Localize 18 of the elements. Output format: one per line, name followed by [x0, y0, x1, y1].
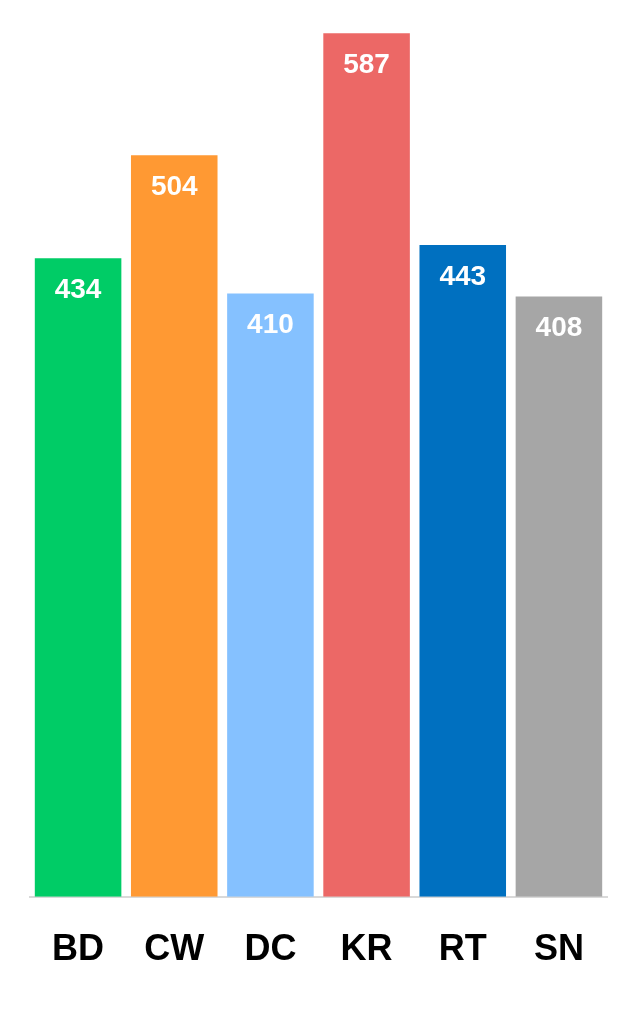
data-label: 443: [439, 259, 487, 291]
x-tick-label: RT: [438, 927, 487, 969]
x-tick-label: SN: [533, 927, 584, 969]
data-label: 434: [54, 272, 102, 304]
bar: [323, 33, 410, 897]
x-tick-label: BD: [52, 927, 105, 969]
data-label: 408: [535, 311, 583, 343]
bar: [130, 155, 218, 897]
bar: [34, 258, 122, 897]
bar: [515, 296, 603, 897]
data-label: 410: [247, 308, 294, 340]
x-tick-label: DC: [244, 927, 297, 969]
data-label: 504: [150, 169, 199, 201]
x-tick-label: KR: [340, 927, 393, 969]
bar: [419, 245, 507, 897]
bar: [227, 293, 314, 897]
data-label: 587: [343, 47, 390, 79]
x-tick-label: CW: [144, 927, 205, 969]
